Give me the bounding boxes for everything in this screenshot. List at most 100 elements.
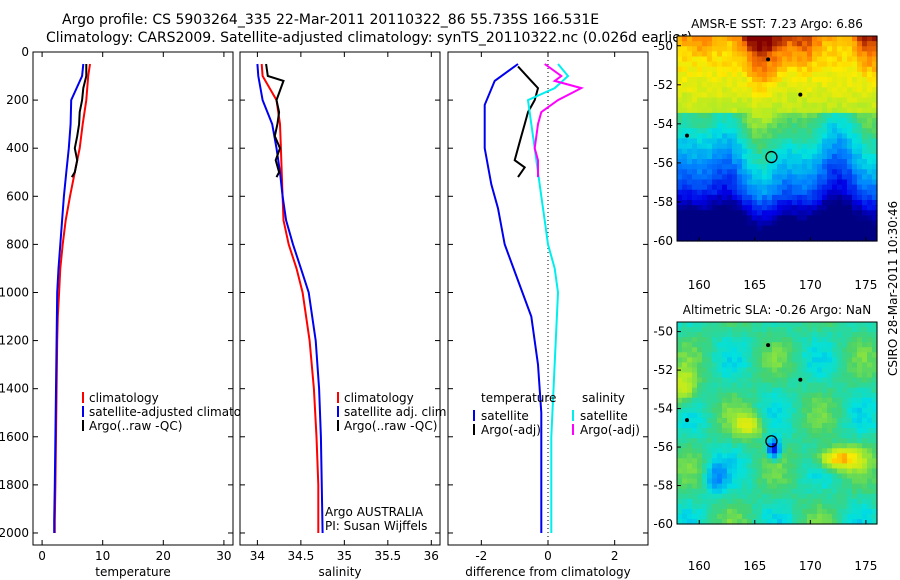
sla-heatmap-cell [732, 412, 738, 419]
sst-heatmap-cell [682, 174, 688, 181]
sla-heatmap-cell [697, 407, 703, 414]
sst-heatmap-cell [787, 159, 793, 165]
sla-heatmap-cell [802, 488, 808, 495]
sla-heatmap-cell [872, 407, 878, 414]
sla-heatmap-cell [767, 322, 773, 328]
sst-heatmap-cell [752, 118, 758, 124]
sst-heatmap-cell [872, 189, 878, 196]
sst-heatmap-cell [722, 143, 728, 150]
depth-tick-label: 1600 [0, 430, 29, 444]
sla-heatmap-cell [692, 372, 698, 379]
sst-heatmap-cell [862, 61, 868, 68]
sla-heatmap-cell [702, 443, 708, 449]
sst-heatmap-cell [797, 61, 803, 68]
sla-heatmap-cell [862, 488, 868, 495]
sla-heatmap-cell [847, 362, 853, 369]
sst-heatmap-cell [862, 200, 868, 206]
sst-heatmap-cell [687, 174, 693, 181]
sst-heatmap-cell [677, 97, 683, 104]
sla-heatmap-cell [702, 518, 708, 525]
sst-heatmap-cell [677, 77, 683, 83]
sst-heatmap-cell [767, 153, 773, 160]
sst-heatmap-cell [827, 61, 833, 68]
sla-heatmap-cell [767, 473, 773, 480]
sst-heatmap-cell [732, 225, 738, 232]
sst-heatmap-cell [787, 174, 793, 181]
sla-heatmap-cell [752, 357, 758, 363]
sst-heatmap-cell [707, 107, 713, 114]
sst-heatmap-cell [742, 164, 748, 170]
sst-heatmap-cell [762, 220, 768, 227]
sst-heatmap-cell [772, 41, 778, 47]
sla-heatmap-cell [837, 468, 843, 475]
sla-heatmap-cell [732, 508, 738, 515]
sla-heatmap-cell [702, 327, 708, 333]
sst-heatmap-cell [687, 194, 693, 201]
sla-heatmap-cell [832, 402, 838, 409]
sla-heatmap-cell [732, 463, 738, 470]
sst-heatmap-cell [712, 225, 718, 232]
sla-heatmap-cell [697, 387, 703, 394]
sst-heatmap-cell [832, 189, 838, 196]
sst-heatmap-cell [867, 143, 873, 150]
sla-heatmap-cell [727, 503, 733, 510]
sst-heatmap-cell [742, 174, 748, 181]
sst-heatmap-cell [832, 148, 838, 155]
sla-heatmap-cell [682, 337, 688, 343]
sst-heatmap-cell [862, 51, 868, 58]
sst-heatmap-cell [782, 215, 788, 222]
sst-heatmap-cell [787, 169, 793, 175]
sla-heatmap-cell [867, 423, 873, 429]
sla-heatmap-cell [752, 498, 758, 505]
sst-heatmap-cell [722, 189, 728, 196]
sla-heatmap-cell [772, 423, 778, 429]
sst-heatmap-cell [712, 36, 718, 42]
sla-heatmap-cell [817, 458, 823, 464]
sla-heatmap-cell [782, 498, 788, 505]
sla-heatmap-cell [782, 433, 788, 439]
sst-heatmap-cell [852, 133, 858, 140]
sla-heatmap-cell [777, 453, 783, 459]
sla-heatmap-cell [787, 357, 793, 363]
sla-heatmap-cell [832, 382, 838, 389]
sla-heatmap-cell [872, 337, 878, 343]
sla-heatmap-cell [832, 372, 838, 379]
sst-heatmap-cell [702, 184, 708, 191]
sst-heatmap-cell [832, 92, 838, 99]
sst-heatmap-cell [797, 118, 803, 124]
sla-heatmap-cell [717, 508, 723, 515]
sst-heatmap-cell [797, 205, 803, 211]
sst-heatmap-cell [872, 159, 878, 165]
sla-heatmap-cell [677, 458, 683, 464]
sst-heatmap-cell [737, 82, 743, 88]
sst-heatmap-cell [807, 169, 813, 175]
sst-heatmap-cell [832, 51, 838, 58]
sst-heatmap-cell [687, 51, 693, 58]
sla-heatmap-cell [807, 453, 813, 459]
sst-heatmap-cell [827, 112, 833, 119]
sla-heatmap-cell [692, 417, 698, 424]
sla-heatmap-cell [767, 458, 773, 464]
sst-heatmap-cell [817, 51, 823, 58]
sst-heatmap-cell [787, 61, 793, 68]
sst-heatmap-cell [827, 205, 833, 211]
sst-heatmap-cell [702, 220, 708, 227]
sst-heatmap-cell [707, 179, 713, 186]
sla-heatmap-cell [687, 428, 693, 434]
difference-series-line [513, 65, 540, 178]
sla-heatmap-cell [842, 503, 848, 510]
sla-heatmap-cell [742, 357, 748, 363]
depth-tick-label: 1200 [0, 334, 29, 348]
sla-heatmap-cell [692, 397, 698, 404]
sla-heatmap-cell [752, 463, 758, 470]
sla-heatmap-cell [857, 423, 863, 429]
sla-heatmap-cell [737, 508, 743, 515]
sst-heatmap-cell [702, 169, 708, 175]
sla-heatmap-cell [802, 362, 808, 369]
sst-heatmap-cell [722, 215, 728, 222]
sla-heatmap-cell [717, 327, 723, 333]
sst-heatmap-cell [857, 148, 863, 155]
sst-heatmap-cell [677, 169, 683, 175]
sla-heatmap-cell [847, 438, 853, 444]
